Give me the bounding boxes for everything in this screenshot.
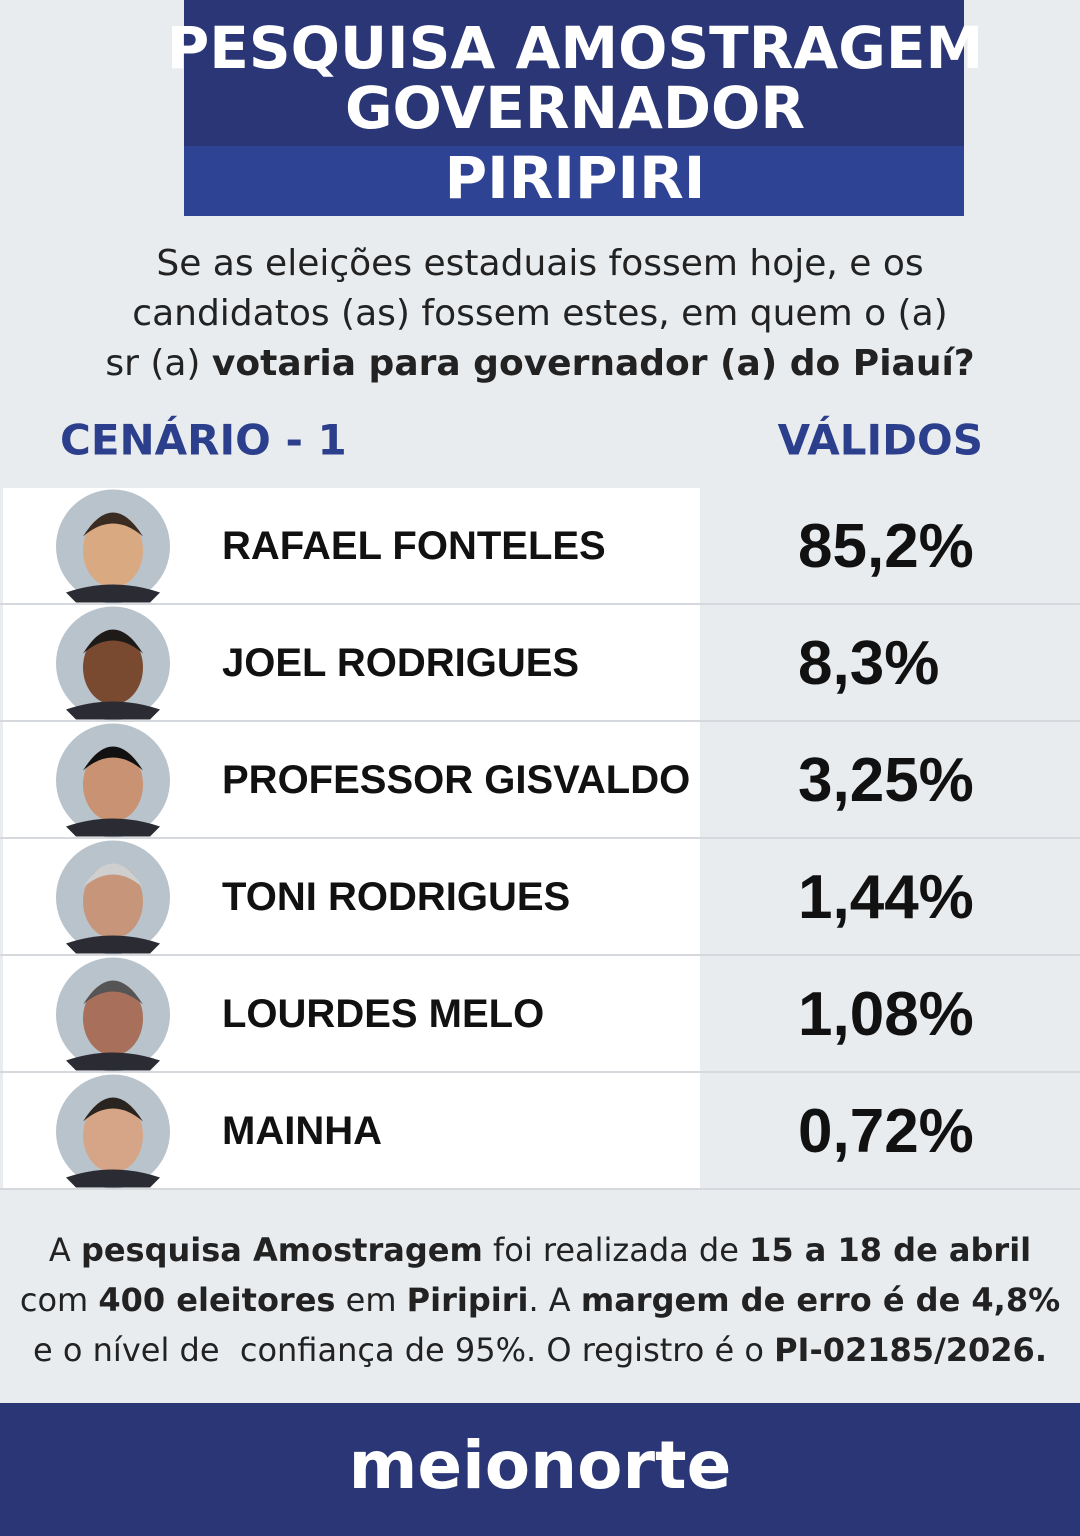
row-value-cell bbox=[700, 605, 1080, 720]
bold-text: Piripiri bbox=[407, 1281, 529, 1319]
row-value-cell bbox=[700, 839, 1080, 954]
candidate-value: 0,72% bbox=[798, 1097, 974, 1166]
bold-text: votaria para governador (a) do Piauí? bbox=[212, 343, 975, 384]
candidate-name: TONI RODRIGUES bbox=[222, 875, 570, 919]
candidate-value: 1,44% bbox=[798, 863, 974, 932]
title-line: GOVERNADOR bbox=[345, 74, 805, 142]
candidate-name: PROFESSOR GISVALDO bbox=[222, 758, 690, 802]
text-line: Se as eleições estaduais fossem hoje, e … bbox=[156, 243, 923, 284]
text-line: com 400 eleitores em Piripiri. A margem … bbox=[20, 1281, 1060, 1319]
text: candidatos (as) fossem estes, em quem o … bbox=[132, 293, 947, 334]
city-box bbox=[184, 146, 964, 216]
photo-face bbox=[83, 747, 143, 822]
text: . A bbox=[528, 1281, 580, 1319]
column-header: VÁLIDOS bbox=[778, 415, 983, 465]
candidate-value: 8,3% bbox=[798, 629, 939, 698]
photo-hair bbox=[83, 980, 143, 1005]
photo-shoulders bbox=[66, 1169, 160, 1188]
row-value-cell bbox=[700, 1073, 1080, 1188]
brand-logo: meionorte bbox=[349, 1427, 732, 1504]
candidate-value: 1,08% bbox=[798, 980, 974, 1049]
text-line: A pesquisa Amostragem foi realizada de 1… bbox=[49, 1231, 1031, 1269]
photo-hair bbox=[83, 746, 143, 771]
photo-hair bbox=[83, 512, 143, 537]
text: A bbox=[49, 1231, 81, 1269]
candidate-name: LOURDES MELO bbox=[222, 992, 544, 1036]
city: PIRIPIRI bbox=[445, 144, 706, 212]
candidate-name: JOEL RODRIGUES bbox=[222, 641, 579, 685]
row-value-cell bbox=[700, 488, 1080, 603]
bold-text: margem de erro é de 4,8% bbox=[581, 1281, 1060, 1319]
photo-face bbox=[83, 1098, 143, 1173]
text: Se as eleições estaduais fossem hoje, e … bbox=[156, 243, 923, 284]
text: em bbox=[335, 1281, 406, 1319]
photo-face bbox=[83, 513, 143, 588]
bold-text: 400 eleitores bbox=[98, 1281, 335, 1319]
photo-shoulders bbox=[66, 935, 160, 954]
photo-shoulders bbox=[66, 1052, 160, 1071]
row-value-cell bbox=[700, 722, 1080, 837]
text: com bbox=[20, 1281, 99, 1319]
photo-face bbox=[83, 630, 143, 705]
photo-shoulders bbox=[66, 584, 160, 603]
text-line: sr (a) votaria para governador (a) do Pi… bbox=[105, 343, 974, 384]
footer-bar bbox=[0, 1403, 1080, 1536]
photo-face bbox=[83, 981, 143, 1056]
text-line: e o nível de confiança de 95%. O registr… bbox=[33, 1331, 1047, 1369]
photo-hair bbox=[83, 1097, 143, 1122]
photo-face bbox=[83, 864, 143, 939]
bold-text: 15 a 18 de abril bbox=[749, 1231, 1031, 1269]
title-box bbox=[184, 0, 964, 146]
row-value-cell bbox=[700, 956, 1080, 1071]
photo-hair bbox=[83, 863, 143, 888]
candidate-value: 3,25% bbox=[798, 746, 974, 815]
bold-text: pesquisa Amostragem bbox=[81, 1231, 483, 1269]
column-header: CENÁRIO - 1 bbox=[60, 415, 347, 465]
title-line: PESQUISA AMOSTRAGEM bbox=[167, 14, 983, 82]
photo-hair bbox=[83, 629, 143, 654]
text-line: candidatos (as) fossem estes, em quem o … bbox=[132, 293, 947, 334]
text: e o nível de confiança de 95%. O registr… bbox=[33, 1331, 774, 1369]
bold-text: PI-02185/2026. bbox=[774, 1331, 1047, 1369]
text: sr (a) bbox=[105, 343, 212, 384]
photo-shoulders bbox=[66, 818, 160, 837]
text: foi realizada de bbox=[483, 1231, 749, 1269]
photo-shoulders bbox=[66, 701, 160, 720]
candidate-value: 85,2% bbox=[798, 512, 974, 581]
candidate-name: RAFAEL FONTELES bbox=[222, 524, 606, 568]
candidate-name: MAINHA bbox=[222, 1109, 382, 1153]
